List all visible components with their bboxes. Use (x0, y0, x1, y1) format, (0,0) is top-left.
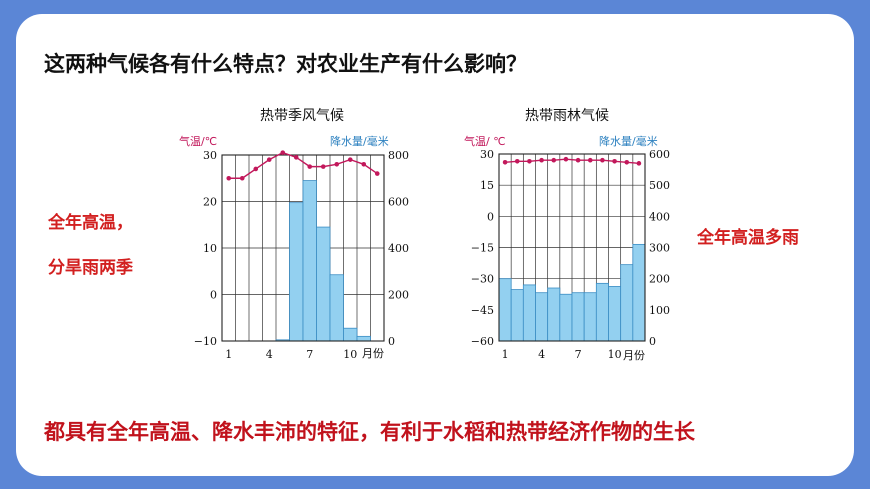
temperature-tick-label: 10 (203, 242, 217, 255)
precipitation-tick-label: 300 (649, 242, 670, 255)
monsoon-note-line1: 全年高温， (48, 213, 133, 233)
precipitation-bar (559, 293, 573, 342)
temperature-point (600, 157, 605, 163)
temperature-tick-label: −10 (194, 335, 217, 348)
temperature-tick-label: −45 (471, 304, 494, 317)
precipitation-tick-label: 0 (388, 335, 395, 348)
temperature-point (563, 156, 569, 162)
temperature-point (226, 175, 232, 181)
temperature-point (587, 157, 593, 163)
precipitation-tick-label: 600 (649, 148, 670, 161)
monsoon-note-line2: 分旱雨两季 (48, 258, 133, 278)
chart-title: 热带季风气候 (260, 108, 344, 124)
precipitation-tick-label: 400 (388, 242, 409, 255)
temperature-point (575, 157, 581, 163)
temperature-axis-label: 气温/℃ (179, 134, 217, 148)
temperature-point (253, 166, 259, 172)
precipitation-bar (522, 284, 536, 342)
precipitation-axis-label: 降水量/毫米 (330, 134, 389, 148)
plot-frame (498, 153, 646, 342)
precipitation-axis-label: 降水量/毫米 (599, 134, 658, 148)
temperature-tick-label: −60 (471, 335, 494, 348)
precipitation-bar (595, 282, 609, 342)
rainforest-note: 全年高温多雨 (697, 228, 799, 248)
month-tick-label: 10 (343, 348, 357, 361)
temperature-tick-label: 15 (480, 179, 494, 192)
temperature-point (527, 158, 532, 164)
precipitation-tick-label: 500 (649, 179, 670, 192)
precipitation-bar (583, 292, 597, 342)
month-tick-label: 7 (575, 348, 582, 361)
precipitation-tick-label: 0 (649, 335, 656, 348)
slide-panel (16, 14, 854, 476)
chart-title: 热带雨林气候 (525, 108, 609, 124)
temperature-point (307, 164, 313, 169)
plot-frame (221, 154, 385, 342)
precipitation-bar (632, 243, 646, 342)
temperature-point (539, 157, 544, 163)
precipitation-tick-label: 100 (649, 304, 670, 317)
month-axis-label: 月份 (623, 349, 645, 362)
precipitation-tick-label: 400 (649, 210, 670, 223)
temperature-point (239, 175, 245, 181)
month-tick-label: 1 (502, 348, 509, 361)
month-tick-label: 10 (608, 348, 622, 361)
month-tick-label: 4 (538, 348, 545, 361)
temperature-point (334, 162, 340, 167)
precipitation-bar (535, 292, 549, 342)
temperature-tick-label: 20 (203, 196, 217, 209)
month-axis-label: 月份 (362, 347, 384, 360)
temperature-point (624, 160, 630, 165)
precipitation-bar (498, 278, 512, 342)
temperature-point (293, 155, 299, 160)
temperature-point (280, 150, 286, 155)
temperature-point (612, 158, 617, 164)
temperature-tick-label: 30 (480, 148, 494, 161)
temperature-point (551, 157, 557, 163)
precipitation-tick-label: 800 (388, 149, 409, 162)
temperature-point (347, 157, 353, 162)
temperature-point (320, 164, 326, 169)
precipitation-bar (547, 287, 561, 342)
temperature-tick-label: −30 (471, 273, 494, 286)
temperature-point (502, 160, 508, 165)
temperature-point (636, 161, 642, 166)
temperature-tick-label: −15 (471, 242, 494, 255)
month-tick-label: 7 (306, 348, 313, 361)
temperature-tick-label: 30 (203, 149, 217, 162)
month-tick-label: 4 (266, 348, 273, 361)
precipitation-tick-label: 200 (388, 289, 409, 302)
temperature-point (266, 157, 272, 162)
precipitation-bar (620, 264, 634, 342)
temperature-point (374, 171, 380, 176)
conclusion-text: 都具有全年高温、降水丰沛的特征，有利于水稻和热带经济作物的生长 (44, 420, 695, 444)
temperature-line (228, 151, 378, 179)
precipitation-bar (571, 292, 585, 342)
precipitation-tick-label: 200 (649, 273, 670, 286)
question-text: 这两种气候各有什么特点？对农业生产有什么影响？ (44, 52, 527, 76)
temperature-axis-label: 气温/ ℃ (464, 134, 506, 148)
temperature-point (514, 158, 520, 164)
month-tick-label: 1 (225, 348, 232, 361)
precipitation-bar (608, 286, 622, 342)
temperature-tick-label: 0 (210, 289, 217, 302)
temperature-tick-label: 0 (487, 210, 494, 223)
precipitation-tick-label: 600 (388, 196, 409, 209)
precipitation-bar (510, 289, 524, 342)
temperature-point (361, 162, 367, 167)
